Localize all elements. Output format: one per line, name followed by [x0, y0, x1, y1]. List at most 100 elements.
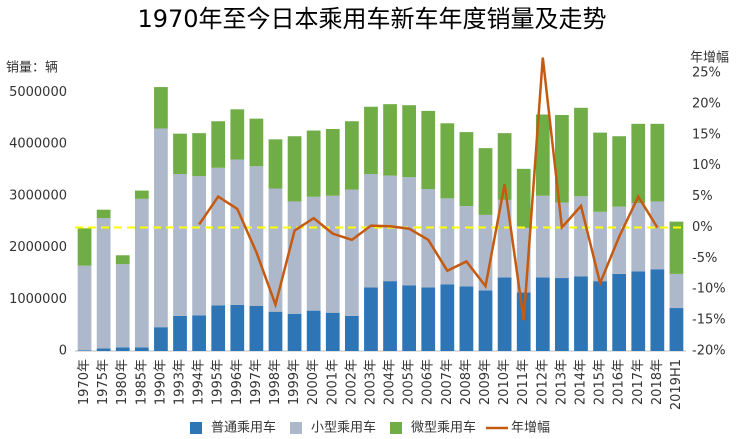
bar-segment [134, 198, 149, 348]
x-tick-label: 1985年 [134, 359, 149, 405]
bar-segment [192, 315, 206, 351]
y-tick-label: 1000000 [9, 292, 67, 307]
x-tick-label: 2007年 [440, 359, 455, 405]
legend-label: 年增幅 [511, 421, 550, 436]
bar-segment [364, 174, 378, 288]
bar-segment [173, 174, 187, 316]
bar-segment [574, 107, 588, 197]
x-tick-label: 2008年 [459, 359, 474, 405]
x-tick-label: 2016年 [612, 359, 627, 405]
bar-segment [325, 195, 340, 313]
bar-segment [77, 228, 92, 266]
bar-segment [134, 347, 149, 351]
x-tick-label: 2015年 [593, 359, 608, 405]
y-tick-label: 5000000 [9, 85, 67, 100]
x-tick-label: 2000年 [306, 359, 321, 405]
bar-segment [344, 189, 359, 316]
bar-segment [440, 198, 455, 285]
bar-segment [230, 159, 245, 305]
bar-segment [497, 199, 512, 278]
bar-segment [344, 121, 359, 190]
bar-segment [192, 176, 206, 316]
x-tick-label: 2018年 [650, 359, 665, 405]
bar-segment [593, 211, 607, 282]
bar-segment [421, 287, 436, 351]
x-tick-label: 2002年 [344, 359, 359, 405]
x-tick-label: 2001年 [325, 359, 340, 405]
bar-segment [154, 327, 168, 351]
x-tick-label: 1998年 [268, 359, 283, 405]
y2-tick-label: -20% [692, 344, 726, 359]
bar-segment [631, 123, 646, 203]
y-tick-label: 0 [59, 344, 67, 359]
bar-segment [497, 277, 512, 351]
bar-segment [230, 109, 245, 160]
bar-segment [306, 196, 321, 311]
bar-segment [383, 104, 397, 176]
bar-segment [211, 305, 226, 351]
bar-segment [268, 311, 283, 351]
bar-segment [669, 308, 684, 351]
y-tick-label: 4000000 [9, 137, 67, 152]
bar-segment [535, 277, 550, 351]
legend-swatch [190, 422, 202, 434]
bar-segment [612, 206, 627, 274]
x-tick-label: 1999年 [287, 359, 302, 405]
bar-segment [306, 130, 321, 197]
bar-segment [249, 166, 264, 306]
y2-tick-label: -5% [692, 251, 717, 266]
bar-segment [154, 87, 168, 129]
bar-segment [593, 132, 607, 212]
x-tick-label: 1997年 [249, 359, 264, 405]
x-tick-label: 2005年 [402, 359, 417, 405]
x-tick-label: 1980年 [115, 359, 130, 405]
bar-segment [555, 202, 569, 279]
bar-segment [115, 255, 130, 265]
bar-segment [631, 271, 646, 351]
bar-segment [402, 105, 417, 178]
bar-segment [364, 287, 378, 351]
x-tick-label: 1970年 [77, 359, 92, 405]
bar-segment [325, 312, 340, 351]
bar-segment [402, 285, 417, 351]
bar-segment [287, 313, 302, 351]
chart-title: 1970年至今日本乘用车新车年度销量及走势 [137, 5, 606, 33]
y2-tick-label: -15% [692, 313, 726, 328]
bar-segment [516, 292, 531, 351]
bar-segment [325, 128, 340, 196]
x-tick-label: 2017年 [631, 359, 646, 405]
bar-segment [669, 221, 684, 274]
bar-segment [96, 348, 111, 351]
bar-segment [459, 132, 474, 207]
y2-tick-label: 5% [692, 189, 713, 204]
x-tick-label: 1995年 [211, 359, 226, 405]
bar-segment [535, 114, 550, 196]
bar-segment [478, 148, 493, 215]
bar-segment [230, 304, 245, 351]
y2-tick-label: 10% [692, 158, 721, 173]
y2-tick-label: 15% [692, 127, 721, 142]
y2-tick-label: -10% [692, 282, 726, 297]
x-tick-label: 2014年 [573, 359, 588, 405]
x-tick-label: 1975年 [96, 359, 111, 405]
x-tick-label: 2006年 [421, 359, 436, 405]
x-tick-label: 2013年 [554, 359, 569, 405]
bar-segment [268, 139, 283, 189]
bar-segment [383, 281, 397, 351]
bar-segment [440, 284, 455, 351]
x-tick-label: 2010年 [497, 359, 512, 405]
line-series [198, 57, 659, 321]
bar-segment [650, 201, 665, 270]
x-tick-label: 1994年 [192, 359, 207, 405]
x-tick-label: 1993年 [173, 359, 188, 405]
bar-segment [115, 264, 130, 348]
y2-tick-label: 20% [692, 96, 721, 111]
y2-tick-label: 0% [692, 220, 713, 235]
bar-segment [421, 189, 436, 288]
legend-label: 微型乘用车 [411, 420, 476, 436]
x-tick-label: 2011年 [516, 359, 531, 405]
bar-segment [192, 133, 206, 177]
bar-segment [344, 315, 359, 351]
